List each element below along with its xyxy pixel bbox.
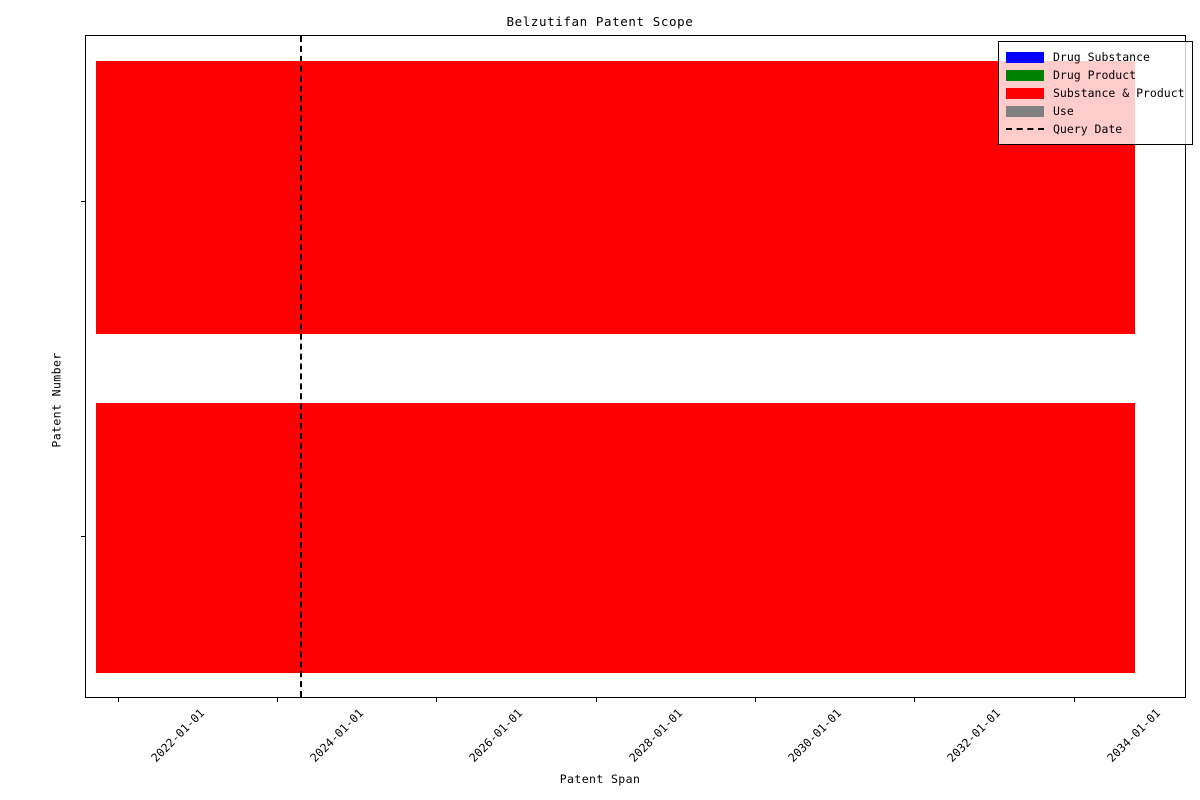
x-tick-label-2024: 2024-01-01: [307, 706, 366, 765]
x-tick-label-2022: 2022-01-01: [148, 706, 207, 765]
x-axis-title: Patent Span: [0, 772, 1200, 786]
legend-item-drug-substance[interactable]: Drug Substance: [1006, 48, 1185, 66]
x-tick-mark-2030: [755, 697, 756, 702]
chart-figure: Belzutifan Patent Scope Patent Number Pa…: [0, 0, 1200, 800]
legend-label-use: Use: [1053, 105, 1074, 118]
chart-title: Belzutifan Patent Scope: [0, 14, 1200, 29]
x-tick-label-2030: 2030-01-01: [785, 706, 844, 765]
legend-dashed-line-icon: [1006, 128, 1044, 130]
query-date-line: [300, 36, 302, 697]
legend-swatch-drug-product: [1006, 70, 1044, 81]
x-tick-label-2028: 2028-01-01: [626, 706, 685, 765]
legend-item-query-date[interactable]: Query Date: [1006, 120, 1185, 138]
legend-label-query-date: Query Date: [1053, 123, 1122, 136]
x-tick-mark-2028: [596, 697, 597, 702]
x-tick-mark-2034: [1074, 697, 1075, 702]
legend-label-drug-substance: Drug Substance: [1053, 51, 1150, 64]
legend-item-use[interactable]: Use: [1006, 102, 1185, 120]
bar-9908845[interactable]: [96, 403, 1135, 673]
legend-swatch-use: [1006, 106, 1044, 117]
y-tick-mark-9969689: [81, 201, 86, 202]
legend-swatch-substance-and-product: [1006, 88, 1044, 99]
x-tick-label-2026: 2026-01-01: [466, 706, 525, 765]
x-tick-mark-2022: [118, 697, 119, 702]
x-tick-mark-2026: [436, 697, 437, 702]
legend-label-drug-product: Drug Product: [1053, 69, 1136, 82]
legend-swatch-drug-substance: [1006, 52, 1044, 63]
legend-label-substance-and-product: Substance & Product: [1053, 87, 1185, 100]
x-tick-mark-2032: [914, 697, 915, 702]
y-axis-title: Patent Number: [50, 352, 64, 447]
x-tick-label-2034: 2034-01-01: [1104, 706, 1163, 765]
x-tick-label-2032: 2032-01-01: [944, 706, 1003, 765]
y-tick-mark-9908845: [81, 536, 86, 537]
chart-legend: Drug Substance Drug Product Substance & …: [998, 41, 1193, 145]
legend-item-substance-and-product[interactable]: Substance & Product: [1006, 84, 1185, 102]
legend-item-drug-product[interactable]: Drug Product: [1006, 66, 1185, 84]
x-tick-mark-2024: [277, 697, 278, 702]
bar-9969689[interactable]: [96, 61, 1135, 334]
